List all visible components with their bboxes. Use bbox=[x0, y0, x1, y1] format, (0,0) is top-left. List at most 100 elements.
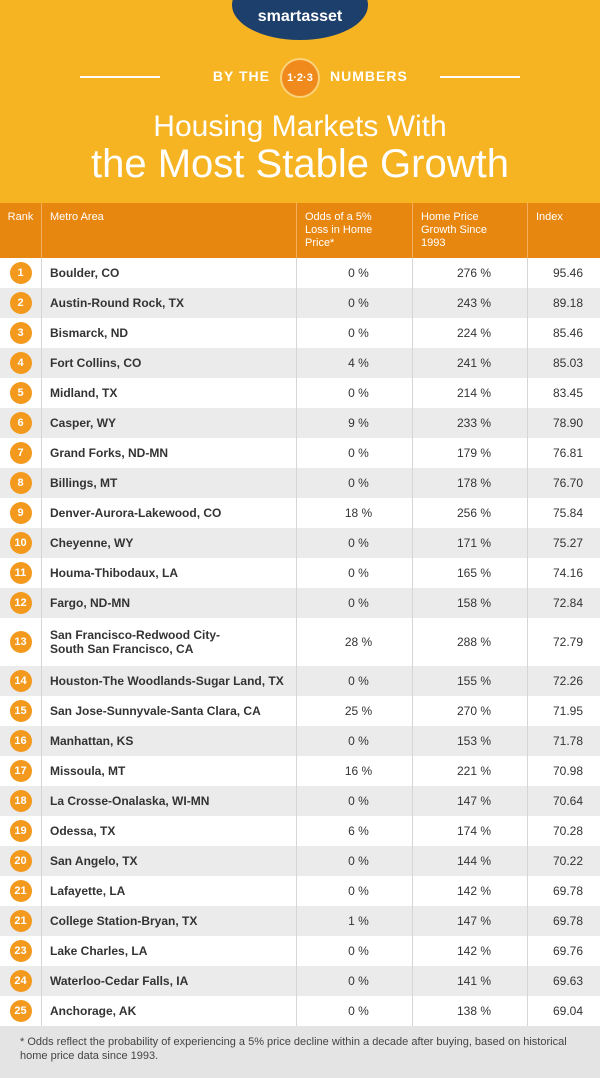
table-cell: 78.90 bbox=[552, 416, 584, 430]
rank-badge: 21 bbox=[9, 880, 32, 902]
column-header: Index bbox=[536, 211, 563, 223]
rank-cell: 18 bbox=[0, 786, 42, 816]
table-cell: 153 % bbox=[413, 726, 528, 756]
table-row: 10 Cheyenne, WY 0 % 171 % 75.27 bbox=[0, 528, 600, 558]
rank-cell: 25 bbox=[0, 996, 42, 1026]
table-cell: 72.26 bbox=[552, 674, 584, 688]
rank-badge: 25 bbox=[9, 1000, 32, 1022]
table-cell: 241 % bbox=[413, 348, 528, 378]
table-row: 25 Anchorage, AK 0 % 138 % 69.04 bbox=[0, 996, 600, 1026]
table-row: 11 Houma-Thibodaux, LA 0 % 165 % 74.16 bbox=[0, 558, 600, 588]
rank-badge: 10 bbox=[9, 532, 32, 554]
table-cell: 95.46 bbox=[552, 266, 584, 280]
title: the Most Stable Growth bbox=[91, 142, 509, 186]
table-cell: San Angelo, TX bbox=[42, 846, 297, 876]
rank-badge: 3 bbox=[9, 322, 32, 344]
table-cell: 142 % bbox=[413, 876, 528, 906]
column-header: Odds of a 5% Loss in Home Price* bbox=[297, 203, 413, 258]
table-cell: 70.22 bbox=[552, 854, 584, 868]
rank-cell: 21 bbox=[0, 906, 42, 936]
table-cell: Billings, MT bbox=[42, 468, 297, 498]
table-cell: Missoula, MT bbox=[42, 756, 297, 786]
table-cell: 4 % bbox=[297, 348, 413, 378]
table-row: 20 San Angelo, TX 0 % 144 % 70.22 bbox=[0, 846, 600, 876]
table-cell: Lafayette, LA bbox=[42, 876, 297, 906]
rank-cell: 7 bbox=[0, 438, 42, 468]
rank-badge: 5 bbox=[9, 382, 32, 404]
rank-cell: 12 bbox=[0, 588, 42, 618]
rank-badge: 23 bbox=[9, 940, 32, 962]
banner-text: NUMBERS bbox=[330, 68, 408, 84]
table-cell: Fargo, ND-MN bbox=[42, 588, 297, 618]
rank-badge: 20 bbox=[9, 850, 32, 872]
table-row: 23 Lake Charles, LA 0 % 142 % 69.76 bbox=[0, 936, 600, 966]
rank-cell: 2 bbox=[0, 288, 42, 318]
table-cell: Odessa, TX bbox=[42, 816, 297, 846]
table-cell: Anchorage, AK bbox=[42, 996, 297, 1026]
table-cell: 165 % bbox=[413, 558, 528, 588]
rank-badge: 12 bbox=[9, 592, 32, 614]
table-row: 4 Fort Collins, CO 4 % 241 % 85.03 bbox=[0, 348, 600, 378]
table-cell: 0 % bbox=[297, 378, 413, 408]
table-cell: 70.64 bbox=[552, 794, 584, 808]
table-cell: 69.63 bbox=[552, 974, 584, 988]
rank-badge: 4 bbox=[9, 352, 32, 374]
table-cell: 70.28 bbox=[552, 824, 584, 838]
table-row: 19 Odessa, TX 6 % 174 % 70.28 bbox=[0, 816, 600, 846]
table-cell: 233 % bbox=[413, 408, 528, 438]
table-cell: Austin-Round Rock, TX bbox=[42, 288, 297, 318]
table-cell: 144 % bbox=[413, 846, 528, 876]
rank-cell: 11 bbox=[0, 558, 42, 588]
table-cell: 0 % bbox=[297, 846, 413, 876]
hero: smartasset BY THE 1·2·3 NUMBERS Housing … bbox=[0, 0, 600, 203]
table-cell: Midland, TX bbox=[42, 378, 297, 408]
header-row: Rank Metro Area Odds of a 5% Loss in Home … bbox=[0, 203, 600, 258]
rank-badge: 8 bbox=[9, 472, 32, 494]
rank-badge: 16 bbox=[9, 730, 32, 752]
table-cell: Manhattan, KS bbox=[42, 726, 297, 756]
table-cell: 256 % bbox=[413, 498, 528, 528]
table-row: 13 San Francisco-Redwood City- South San … bbox=[0, 618, 600, 666]
table-cell: 0 % bbox=[297, 726, 413, 756]
table-cell: 74.16 bbox=[552, 566, 584, 580]
table-cell: 0 % bbox=[297, 258, 413, 288]
rank-cell: 4 bbox=[0, 348, 42, 378]
rank-cell: 21 bbox=[0, 876, 42, 906]
rank-cell: 1 bbox=[0, 258, 42, 288]
rank-badge: 15 bbox=[9, 700, 32, 722]
table-row: 5 Midland, TX 0 % 214 % 83.45 bbox=[0, 378, 600, 408]
table-cell: 72.79 bbox=[552, 635, 584, 649]
table-cell: Fort Collins, CO bbox=[42, 348, 297, 378]
rank-badge: 17 bbox=[9, 760, 32, 782]
table-row: 21 College Station-Bryan, TX 1 % 147 % 69.78 bbox=[0, 906, 600, 936]
table-cell: 28 % bbox=[297, 618, 413, 666]
table-row: 18 La Crosse-Onalaska, WI-MN 0 % 147 % 70.64 bbox=[0, 786, 600, 816]
rank-cell: 10 bbox=[0, 528, 42, 558]
table-cell: 0 % bbox=[297, 468, 413, 498]
table-cell: Lake Charles, LA bbox=[42, 936, 297, 966]
table-row: 9 Denver-Aurora-Lakewood, CO 18 % 256 % 75.8… bbox=[0, 498, 600, 528]
rank-cell: 19 bbox=[0, 816, 42, 846]
table-cell: 16 % bbox=[297, 756, 413, 786]
table-cell: Houston-The Woodlands-Sugar Land, TX bbox=[42, 666, 297, 696]
table-cell: 75.27 bbox=[552, 536, 584, 550]
table-cell: Grand Forks, ND-MN bbox=[42, 438, 297, 468]
table-cell: La Crosse-Onalaska, WI-MN bbox=[42, 786, 297, 816]
rank-badge: 14 bbox=[9, 670, 32, 692]
table-cell: 243 % bbox=[413, 288, 528, 318]
table-cell: 69.78 bbox=[552, 914, 584, 928]
column-header: Rank bbox=[0, 203, 42, 258]
rank-badge: 21 bbox=[9, 910, 32, 932]
rank-badge: 11 bbox=[9, 562, 32, 584]
rank-cell: 16 bbox=[0, 726, 42, 756]
logo: smartasset bbox=[257, 8, 343, 25]
table-cell: 0 % bbox=[297, 588, 413, 618]
rank-cell: 13 bbox=[0, 618, 42, 666]
table-cell: 9 % bbox=[297, 408, 413, 438]
table-cell: 224 % bbox=[413, 318, 528, 348]
rank-cell: 20 bbox=[0, 846, 42, 876]
rank-badge: 7 bbox=[9, 442, 32, 464]
table-cell: 141 % bbox=[413, 966, 528, 996]
table-cell: 76.70 bbox=[552, 476, 584, 490]
rank-badge: 18 bbox=[9, 790, 32, 812]
